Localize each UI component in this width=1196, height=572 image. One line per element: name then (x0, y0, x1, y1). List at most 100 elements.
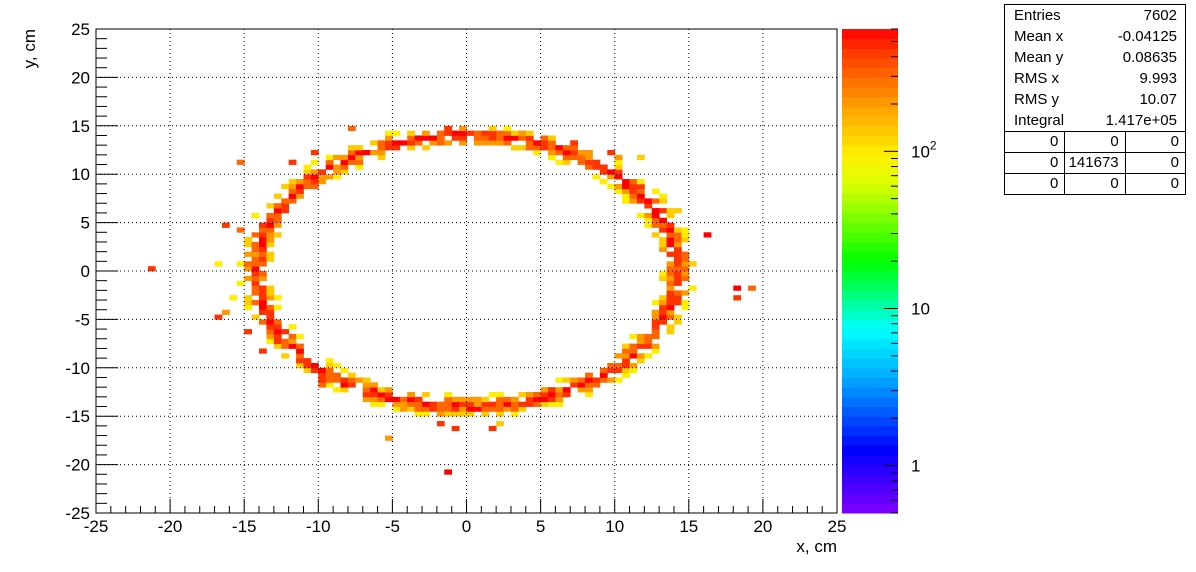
heatmap-cell (296, 362, 304, 369)
heatmap-cell (622, 353, 630, 359)
stats-label: RMS x (1014, 70, 1059, 87)
heatmap-cell (436, 421, 445, 427)
heatmap-cell (318, 377, 327, 383)
stats-grid-cell: 0 (1049, 133, 1059, 150)
heatmap-cell (444, 396, 453, 403)
heatmap-cell (362, 387, 371, 393)
heatmap-cell (429, 406, 438, 412)
heatmap-cell (259, 237, 267, 243)
heatmap-cell (496, 135, 504, 141)
heatmap-cell (281, 353, 290, 359)
heatmap-cell (347, 154, 356, 161)
heatmap-cell (644, 333, 653, 340)
heatmap-cell (473, 135, 482, 141)
heatmap-cell (384, 135, 393, 141)
heatmap-cell (259, 309, 267, 315)
heatmap-cell (570, 150, 579, 156)
heatmap-cell (688, 285, 697, 291)
heatmap-cell (636, 198, 645, 204)
heatmap-cell (666, 304, 675, 311)
palette-band (842, 203, 898, 214)
heatmap-cell (296, 188, 304, 194)
heatmap-cell (266, 314, 275, 320)
heatmap-cell (540, 396, 549, 403)
palette-band (842, 164, 898, 175)
heatmap-cell (414, 135, 423, 141)
z-tick-label: 1 (911, 457, 920, 476)
heatmap-cell (251, 314, 260, 320)
stats-label: Integral (1014, 112, 1065, 129)
heatmap-cell (444, 125, 453, 132)
heatmap-cell (525, 401, 534, 407)
heatmap-cell (473, 406, 482, 412)
heatmap-cell (244, 241, 253, 248)
heatmap-cell (377, 140, 386, 146)
stats-value: 0.08635 (1122, 49, 1177, 66)
heatmap-cell (273, 203, 282, 209)
heatmap-cell (503, 125, 512, 132)
heatmap-cell (614, 154, 623, 161)
color-palette (842, 29, 898, 514)
stats-grid-row: 0 141673 0 (1005, 152, 1185, 173)
heatmap-cell (266, 256, 275, 262)
heatmap-cell (644, 217, 653, 223)
heatmap-cell (451, 425, 460, 432)
heatmap-cell (518, 130, 527, 136)
stats-value: 9.993 (1139, 70, 1177, 87)
heatmap-cell (340, 382, 349, 388)
heatmap-cell (555, 159, 564, 165)
heatmap-cell (622, 358, 630, 364)
heatmap-cell (273, 338, 282, 344)
heatmap-cell (266, 241, 275, 248)
heatmap-cell (644, 203, 653, 209)
heatmap-cell (244, 275, 253, 282)
palette-band (842, 338, 898, 349)
heatmap-cell (488, 125, 497, 132)
heatmap-cell (422, 145, 430, 151)
palette-band (842, 367, 898, 378)
heatmap-cell (266, 285, 275, 291)
heatmap-cell (451, 411, 460, 417)
heatmap-cell (673, 237, 682, 243)
grid-lines (96, 29, 837, 513)
heatmap-cell (666, 266, 675, 272)
heatmap-cell (651, 188, 660, 194)
heatmap-cell (377, 396, 386, 403)
heatmap-cell (673, 227, 682, 233)
heatmap-cell (496, 140, 504, 146)
heatmap-cell (651, 198, 660, 204)
heatmap-cell (384, 392, 393, 398)
heatmap-cell (273, 222, 282, 228)
heatmap-cell (614, 353, 623, 359)
stats-row: RMS x 9.993 (1005, 68, 1185, 89)
y-tick-label: -10 (65, 359, 90, 378)
heatmap-cell (244, 304, 253, 311)
heatmap-cell (451, 130, 460, 136)
palette-band (842, 503, 898, 514)
heatmap-cell (259, 232, 267, 238)
heatmap-cell (473, 401, 482, 407)
heatmap-cell (577, 154, 586, 161)
z-tick-label: 102 (911, 138, 937, 161)
heatmap-cell (540, 392, 549, 398)
heatmap-cell (259, 261, 267, 267)
y-tick-label: 0 (81, 262, 90, 281)
heatmap-cell (659, 309, 667, 315)
heatmap-cell (562, 392, 571, 398)
heatmap-cell (614, 164, 623, 170)
heatmap-cell (340, 169, 349, 175)
heatmap-cell (251, 256, 260, 262)
heatmap-cell (407, 145, 416, 151)
palette-band (842, 38, 898, 49)
heatmap-cell (414, 406, 423, 412)
heatmap-cell (540, 401, 549, 407)
z-axis: 1 10 102 (884, 28, 937, 514)
heatmap-cell (666, 285, 675, 291)
stats-value: 1.417e+05 (1105, 112, 1177, 129)
heatmap-cell (651, 333, 660, 340)
x-tick-label: -10 (306, 517, 331, 536)
heatmap-cell (607, 169, 616, 175)
heatmap-cell (681, 290, 690, 296)
palette-band (842, 87, 898, 98)
heatmap-cell (540, 135, 549, 141)
